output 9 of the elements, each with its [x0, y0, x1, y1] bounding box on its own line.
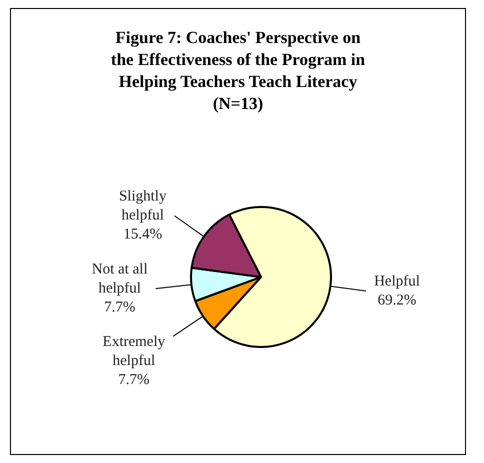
- slice-label: Slightly helpful: [118, 188, 167, 224]
- data-label: 69.2%: [378, 292, 416, 308]
- slice-label: Extremely helpful: [102, 334, 166, 369]
- data-label: 7.7%: [104, 300, 136, 316]
- slice-label: Not at all helpful: [92, 262, 148, 297]
- slice-label: Helpful: [374, 273, 420, 290]
- data-label: 15.4%: [123, 226, 162, 243]
- data-label: 7.7%: [118, 372, 150, 388]
- chart-title: Figure 7: Coaches' Perspective on the Effectiveness of the Program in Helping Teachers Teach Literacy (N=13): [110, 27, 366, 115]
